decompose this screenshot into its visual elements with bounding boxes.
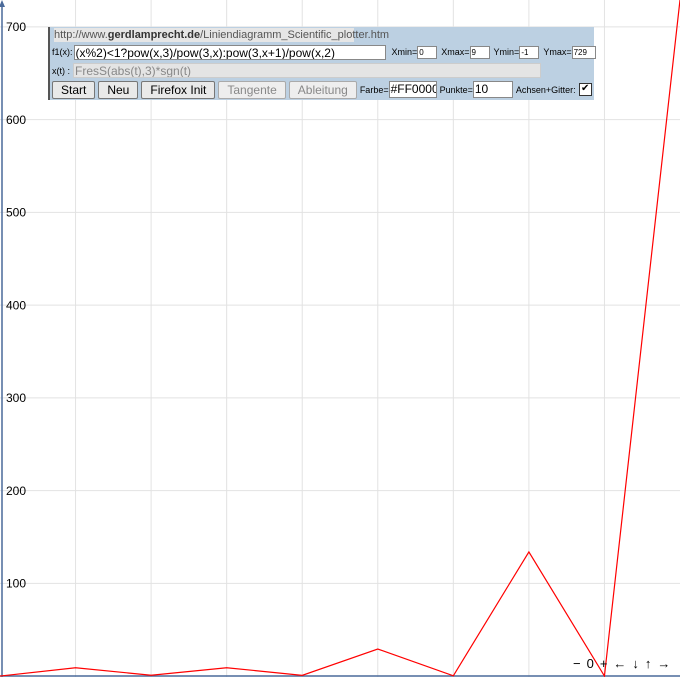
nav-controls: −0 + ← ↓ ↑ → (573, 656, 670, 671)
xt-row: x(t) : FresS(abs(t),3)*sgn(t) (52, 62, 541, 79)
nav-control[interactable]: ↓ (632, 656, 639, 671)
xmin-label: Xmin= (391, 47, 418, 57)
y-tick-label: 200 (6, 484, 26, 498)
y-tick-label: 700 (6, 20, 26, 34)
nav-control[interactable]: ↑ (644, 656, 652, 671)
start-button[interactable]: Start (52, 80, 96, 99)
nav-control[interactable]: 0 (586, 656, 594, 671)
neu-button[interactable]: Neu (98, 80, 139, 99)
farbe-input[interactable]: #FF0000 (388, 81, 437, 98)
achsen-label: Achsen+Gitter: (515, 84, 576, 95)
button-row: Start Neu Firefox Init Tangente Ableitun… (52, 80, 592, 99)
y-tick-label: 100 (6, 577, 26, 591)
xmax-input[interactable]: 9 (469, 45, 490, 59)
url-path: /Liniendiagramm_Scientific_plotter.htm (200, 29, 390, 41)
y-tick-label: 500 (6, 206, 26, 220)
nav-control[interactable]: ← (613, 656, 627, 671)
ymin-label: Ymin= (493, 47, 520, 57)
ymax-input[interactable]: 729 (571, 45, 596, 59)
y-tick-label: 300 (6, 391, 26, 405)
url-row: http://www. gerdlamprecht.de/Liniendiagra… (54, 28, 389, 42)
ymin-input[interactable]: -1 (519, 45, 540, 59)
xt-input[interactable]: FresS(abs(t),3)*sgn(t) (73, 63, 541, 78)
ableitung-button[interactable]: Ableitung (288, 80, 357, 99)
f1-label: f1(x): (52, 47, 73, 57)
y-tick-label: 600 (6, 113, 26, 127)
nav-control[interactable]: → (657, 656, 671, 671)
achsen-checkbox[interactable]: ✔ (578, 83, 592, 96)
xmax-label: Xmax= (441, 47, 470, 57)
y-axis-arrow (0, 0, 5, 7)
firefox-init-button[interactable]: Firefox Init (141, 80, 216, 99)
y-tick-label: 400 (6, 298, 26, 312)
punkte-label: Punkte= (439, 84, 473, 95)
xt-label: x(t) : (52, 65, 70, 76)
f1-input[interactable]: (x%2)<1?pow(x,3)/pow(3,x):pow(3,x+1)/pow… (73, 44, 386, 60)
ymax-label: Ymax= (543, 47, 572, 57)
control-panel: http://www. gerdlamprecht.de/Liniendiagra… (48, 27, 596, 100)
nav-control[interactable]: − (573, 656, 581, 671)
tangente-button[interactable]: Tangente (218, 80, 286, 99)
url-prefix: http://www. (54, 29, 108, 41)
punkte-input[interactable]: 10 (472, 81, 513, 98)
farbe-label: Farbe= (359, 84, 389, 95)
url-domain: gerdlamprecht.de (107, 29, 201, 41)
f1-row: f1(x): (x%2)<1?pow(x,3)/pow(3,x):pow(3,x… (52, 43, 596, 61)
nav-control[interactable]: + (599, 656, 608, 671)
xmin-input[interactable]: 0 (417, 45, 438, 59)
